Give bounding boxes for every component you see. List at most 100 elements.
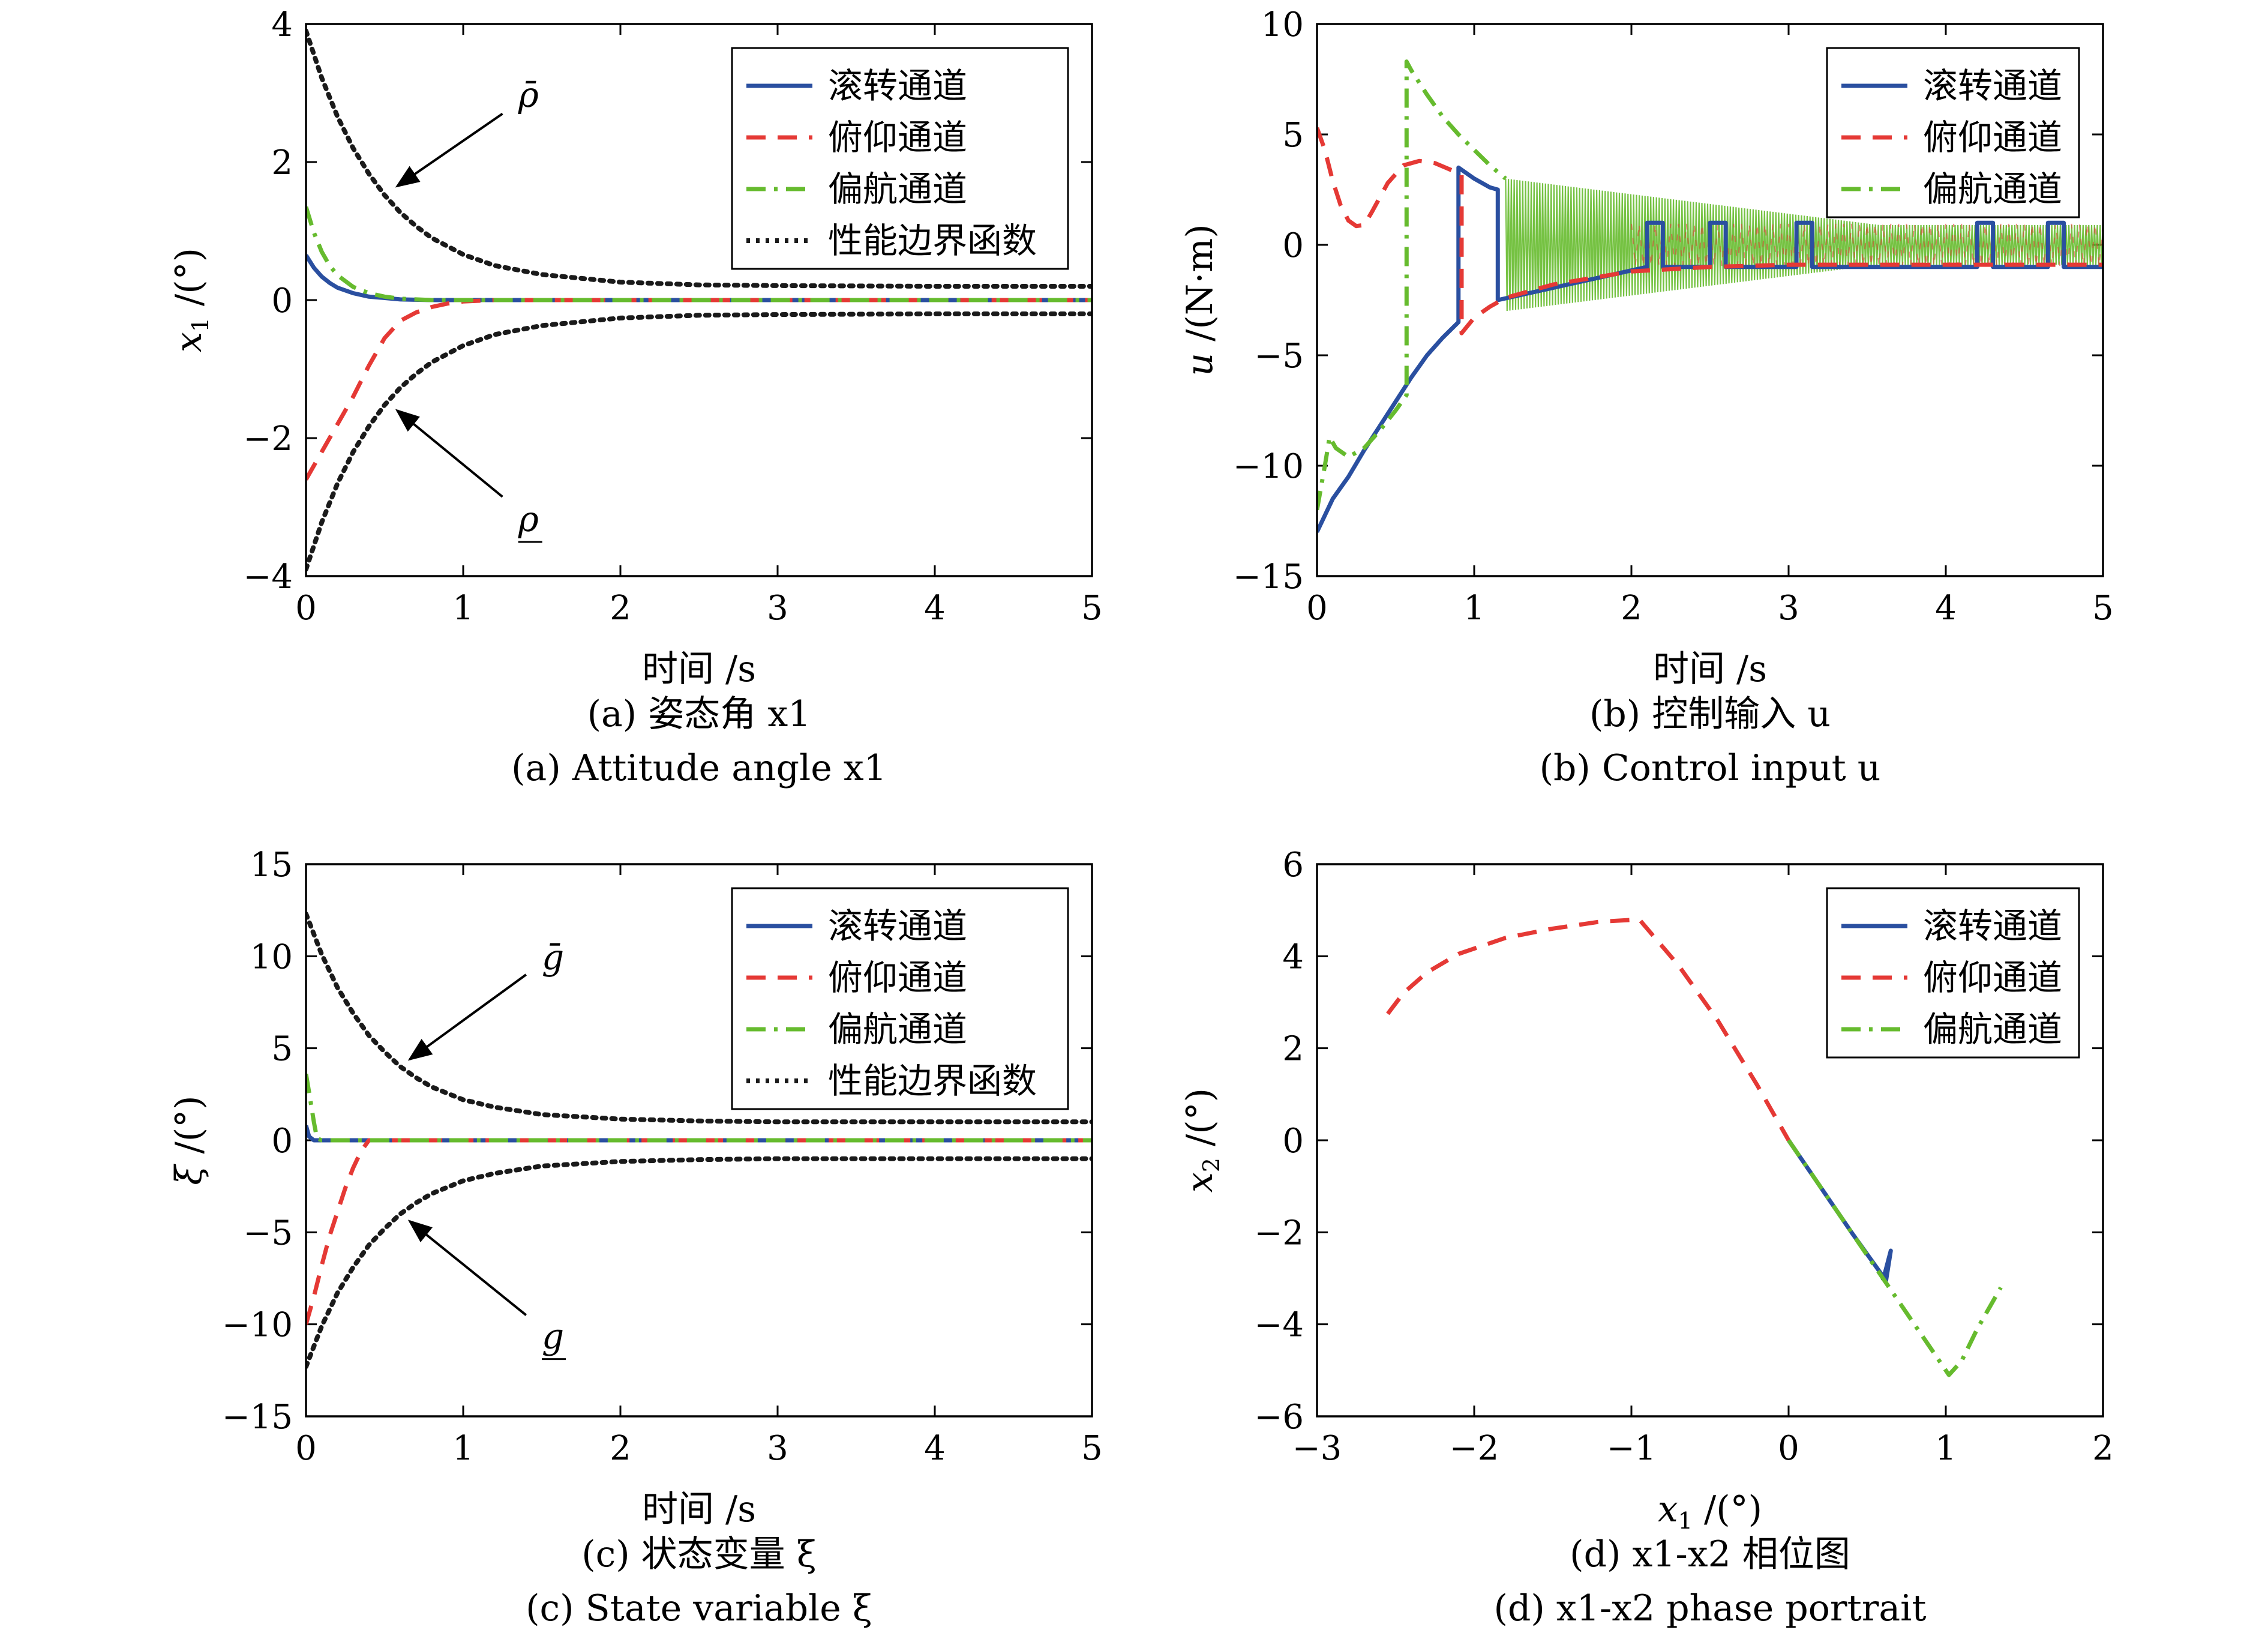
y-tick-label: −4 bbox=[243, 558, 293, 597]
y-tick-label: 4 bbox=[271, 5, 293, 44]
series-line-pitch bbox=[1317, 127, 2103, 335]
series-line-roll bbox=[1787, 1139, 1893, 1283]
x-tick-label: 2 bbox=[610, 1429, 631, 1468]
legend-label: 滚转通道 bbox=[828, 65, 967, 106]
y-axis-label: ξ /(°) bbox=[168, 1095, 210, 1185]
x-axis-label: 时间 /s bbox=[1653, 648, 1767, 690]
y-axis-label: x2 /(°) bbox=[1179, 1088, 1225, 1192]
y-tick-label: 5 bbox=[271, 1030, 293, 1069]
x-tick-label: 5 bbox=[1081, 1429, 1103, 1468]
legend-label: 滚转通道 bbox=[1923, 65, 2062, 106]
y-tick-label: 2 bbox=[1282, 1030, 1304, 1069]
y-tick-label: −2 bbox=[243, 420, 293, 459]
plot-frame bbox=[305, 863, 1093, 1418]
x-axis-label: x1 /(°) bbox=[1658, 1488, 1762, 1534]
x-tick-label: −1 bbox=[1607, 1429, 1657, 1468]
caption-en: (b) Control input u bbox=[1540, 747, 1881, 789]
y-tick-label: 2 bbox=[271, 143, 293, 182]
series-line-roll bbox=[1317, 165, 2103, 533]
y-tick-label: 15 bbox=[250, 846, 293, 885]
y-tick-label: −15 bbox=[1233, 558, 1304, 597]
annotation-arrow-lower bbox=[395, 409, 503, 498]
y-tick-label: 0 bbox=[271, 281, 293, 320]
legend-label: 偏航通道 bbox=[1923, 169, 2062, 209]
x-tick-label: 3 bbox=[767, 589, 788, 628]
series-line-yaw bbox=[1787, 1139, 2003, 1377]
annotation-lower-bound: g bbox=[542, 1316, 564, 1357]
series-line-yaw bbox=[306, 206, 1092, 302]
x-tick-label: 4 bbox=[1935, 589, 1957, 628]
y-tick-label: −4 bbox=[1254, 1306, 1304, 1345]
y-tick-label: −6 bbox=[1254, 1398, 1304, 1437]
data-layer bbox=[306, 911, 1092, 1370]
x-tick-label: 2 bbox=[610, 589, 631, 628]
y-tick-label: 10 bbox=[250, 937, 293, 976]
legend-label: 俯仰通道 bbox=[1923, 957, 2062, 998]
legend-label: 偏航通道 bbox=[828, 169, 967, 209]
x-tick-label: 3 bbox=[1778, 589, 1799, 628]
y-tick-label: 10 bbox=[1261, 5, 1304, 44]
x-tick-label: 0 bbox=[1778, 1429, 1799, 1468]
y-axis-label: x1 /(°) bbox=[168, 248, 214, 352]
x-tick-label: 2 bbox=[1621, 589, 1642, 628]
x-tick-label: −2 bbox=[1450, 1429, 1499, 1468]
legend-label: 俯仰通道 bbox=[1923, 117, 2062, 158]
legend-label: 俯仰通道 bbox=[828, 117, 967, 158]
plot-frame bbox=[1316, 23, 2104, 577]
y-axis-label-var: x bbox=[1179, 1172, 1221, 1192]
caption-en: (d) x1-x2 phase portrait bbox=[1494, 1587, 1927, 1629]
plot-frame bbox=[1316, 863, 2104, 1418]
legend-label: 偏航通道 bbox=[1923, 1009, 2062, 1050]
x-tick-label: 4 bbox=[924, 1429, 946, 1468]
legend-label: 性能边界函数 bbox=[828, 1060, 1037, 1101]
x-axis-label-var: x bbox=[1658, 1488, 1678, 1530]
legend-label: 性能边界函数 bbox=[828, 220, 1037, 261]
series-line-bound-lower bbox=[306, 1156, 1092, 1370]
y-tick-label: −5 bbox=[1254, 337, 1304, 376]
caption-en: (c) State variable ξ bbox=[526, 1587, 872, 1629]
series-line-bound bbox=[306, 911, 1092, 1125]
data-layer bbox=[306, 28, 1092, 572]
y-axis-label-unit: /(°) bbox=[1179, 1088, 1221, 1158]
x-tick-label: 0 bbox=[295, 589, 317, 628]
y-tick-label: 0 bbox=[1282, 1122, 1304, 1161]
x-tick-label: 0 bbox=[295, 1429, 317, 1468]
series-line-yaw bbox=[306, 1074, 1092, 1143]
annotation-arrow-upper bbox=[395, 112, 503, 188]
y-tick-label: −2 bbox=[1254, 1213, 1304, 1253]
series-line-pitch bbox=[306, 1138, 1092, 1325]
annotation-arrow-upper bbox=[407, 973, 527, 1061]
x-axis-label: 时间 /s bbox=[642, 1488, 756, 1530]
legend-label: 偏航通道 bbox=[828, 1009, 967, 1050]
y-tick-label: 5 bbox=[1282, 116, 1304, 155]
y-tick-label: 0 bbox=[271, 1122, 293, 1161]
series-line-pitch bbox=[306, 298, 1092, 481]
y-axis-label-unit: /(°) bbox=[168, 248, 210, 317]
y-axis-label-var: x bbox=[168, 332, 210, 352]
x-tick-label: 3 bbox=[767, 1429, 788, 1468]
x-tick-label: 2 bbox=[2092, 1429, 2114, 1468]
annotation-upper-bound: ρ̄ bbox=[518, 74, 539, 115]
legend-label: 滚转通道 bbox=[1923, 906, 2062, 946]
x-tick-label: 1 bbox=[452, 1429, 474, 1468]
y-axis-label-var: u bbox=[1179, 353, 1221, 376]
legend-label: 俯仰通道 bbox=[828, 957, 967, 998]
x-axis-label-sub: 1 bbox=[1678, 1508, 1693, 1534]
y-tick-label: 0 bbox=[1282, 226, 1304, 265]
x-tick-label: 5 bbox=[1081, 589, 1103, 628]
caption-cn: (d) x1-x2 相位图 bbox=[1570, 1533, 1850, 1575]
x-tick-label: −3 bbox=[1292, 1429, 1342, 1468]
panel-b: 0 1 2 3 4 5 −15 −10 −5 0 5 10 时间 /s u /(N·m) 滚转通道俯仰通道偏… bbox=[1179, 5, 2114, 789]
caption-cn: (b) 控制输入 u bbox=[1589, 693, 1831, 735]
annotation-arrow-lower bbox=[407, 1219, 527, 1316]
y-axis-label-unit: /(°) bbox=[168, 1095, 210, 1165]
x-tick-label: 0 bbox=[1306, 589, 1328, 628]
x-tick-label: 1 bbox=[452, 589, 474, 628]
caption-cn: (a) 姿态角 x1 bbox=[587, 693, 811, 735]
